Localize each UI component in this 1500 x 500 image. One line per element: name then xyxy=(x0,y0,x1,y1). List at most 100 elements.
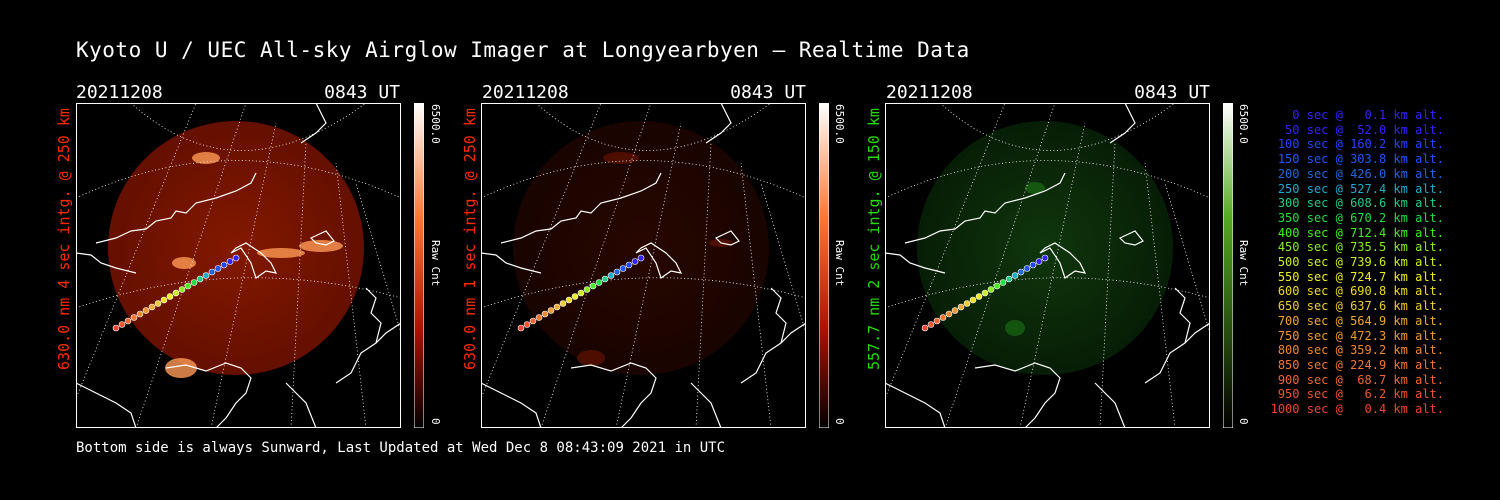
panel-1-time: 0843 UT xyxy=(324,82,400,103)
trajectory-marker xyxy=(1029,261,1037,269)
coastline xyxy=(76,382,137,428)
page-title: Kyoto U / UEC All-sky Airglow Imager at … xyxy=(76,38,970,62)
meridian-line xyxy=(944,103,1056,428)
trajectory-marker xyxy=(613,268,621,276)
coastline xyxy=(1094,382,1126,428)
trajectory-marker xyxy=(1017,268,1025,276)
panel-3-allsky-image xyxy=(885,103,1210,428)
trajectory-marker xyxy=(553,303,561,311)
trajectory-marker xyxy=(963,300,971,307)
trajectory-marker xyxy=(148,303,156,311)
panel-3-colorbar-max: 6500.0 xyxy=(1237,104,1250,144)
trajectory-marker xyxy=(184,282,192,290)
meridian-line xyxy=(335,162,367,428)
colorbar-gradient xyxy=(819,103,829,428)
latitude-arc xyxy=(885,160,1210,199)
trajectory-marker xyxy=(625,261,633,269)
trajectory-marker xyxy=(559,300,567,307)
meridian-line xyxy=(615,122,682,428)
trajectory-marker xyxy=(202,272,210,279)
trajectory-marker xyxy=(975,293,983,300)
trajectory-marker xyxy=(571,293,579,300)
trajectory-marker xyxy=(172,289,180,297)
legend-row: 350 sec @ 670.2 km alt. xyxy=(1277,210,1444,225)
panel-1-date: 20211208 xyxy=(76,82,163,103)
meridian-line xyxy=(135,103,247,428)
aurora-patch xyxy=(1025,182,1045,194)
meridian-line xyxy=(210,122,277,428)
legend-row: 200 sec @ 426.0 km alt. xyxy=(1277,166,1444,181)
trajectory-marker xyxy=(232,254,240,262)
legend-row: 800 sec @ 359.2 km alt. xyxy=(1277,343,1444,358)
trajectory-marker xyxy=(999,279,1007,286)
panel-1-side-label: 630.0 nm 4 sec intg. @ 250 km xyxy=(55,108,73,370)
colorbar-gradient xyxy=(1223,103,1233,428)
panel-2-colorbar-min: 0 xyxy=(833,418,846,425)
trajectory-marker xyxy=(921,324,929,332)
legend-row: 50 sec @ 52.0 km alt. xyxy=(1285,122,1444,137)
trajectory-marker xyxy=(118,321,126,328)
trajectory-marker xyxy=(951,307,959,314)
coastline xyxy=(76,252,137,274)
latitude-arc xyxy=(481,277,806,309)
coastline xyxy=(335,322,401,384)
trajectory-marker xyxy=(565,296,573,304)
coastline xyxy=(705,103,732,144)
panel-frame xyxy=(76,103,401,428)
trajectory-marker xyxy=(547,307,555,314)
island-coastline xyxy=(309,230,335,246)
latitude-arc xyxy=(76,277,401,309)
coastline xyxy=(885,382,946,428)
trajectory-marker xyxy=(933,317,941,325)
trajectory-marker xyxy=(583,286,591,293)
panel-2-colorbar xyxy=(819,103,829,428)
coastline xyxy=(904,172,1066,244)
svalbard-coastline xyxy=(230,242,278,279)
coastline xyxy=(570,362,657,428)
coastline xyxy=(500,172,662,244)
legend-row: 300 sec @ 608.6 km alt. xyxy=(1277,196,1444,211)
legend-row: 400 sec @ 712.4 km alt. xyxy=(1277,225,1444,240)
aurora-patch xyxy=(192,152,220,164)
trajectory-marker xyxy=(927,321,935,328)
trajectory-marker xyxy=(969,296,977,304)
aurora-patch xyxy=(603,152,639,164)
trajectory-marker xyxy=(957,303,965,311)
legend-row: 900 sec @ 68.7 km alt. xyxy=(1277,372,1444,387)
panel-1-colorbar xyxy=(414,103,424,428)
panel-3-time: 0843 UT xyxy=(1134,82,1210,103)
meridian-line xyxy=(885,103,1006,400)
trajectory-marker xyxy=(154,300,162,307)
panel-2-date: 20211208 xyxy=(482,82,569,103)
trajectory-marker xyxy=(517,324,525,332)
trajectory-marker xyxy=(1035,258,1043,265)
trajectory-marker xyxy=(1005,275,1013,283)
svalbard-coastline xyxy=(635,242,683,279)
panel-2-colorbar-max: 6500.0 xyxy=(833,104,846,144)
panel-frame xyxy=(481,103,806,428)
latitude-arc xyxy=(885,277,1210,309)
trajectory-marker xyxy=(987,286,995,293)
coastline xyxy=(95,172,257,244)
panel-2-colorbar-unit: Raw Cnt xyxy=(833,240,846,287)
trajectory-marker xyxy=(124,317,132,325)
panel-2-allsky-image xyxy=(481,103,806,428)
island-coastline xyxy=(1118,230,1144,246)
island-coastline xyxy=(714,230,740,246)
panel-3-colorbar-min: 0 xyxy=(1237,418,1250,425)
coastline xyxy=(690,382,722,428)
aurora-patch xyxy=(165,358,197,378)
trajectory-marker xyxy=(1011,272,1019,279)
trajectory-marker xyxy=(523,321,531,328)
panel-1-colorbar-min: 0 xyxy=(429,418,442,425)
trajectory-marker xyxy=(601,275,609,283)
altitude-time-legend: 0 sec @ 0.1 km alt. 50 sec @ 52.0 km alt.… xyxy=(1262,108,1444,417)
trajectory-marker xyxy=(190,279,198,286)
coastline xyxy=(974,362,1061,428)
coastline xyxy=(1144,322,1210,384)
latitude-arc xyxy=(76,160,401,199)
trajectory-marker xyxy=(142,307,150,314)
panel-1-colorbar-max: 6500.0 xyxy=(429,104,442,144)
panel-3-side-label: 557.7 nm 2 sec intg. @ 150 km xyxy=(865,108,883,370)
legend-row: 100 sec @ 160.2 km alt. xyxy=(1277,137,1444,152)
